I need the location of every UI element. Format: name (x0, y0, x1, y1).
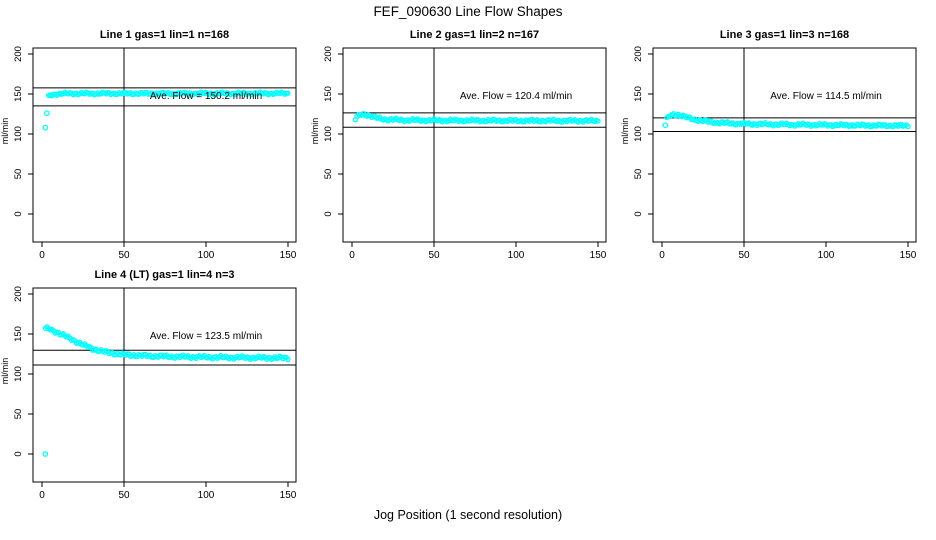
y-tick-label: 150 (13, 326, 24, 342)
subplot-title: Line 1 gas=1 lin=1 n=168 (100, 29, 229, 41)
y-tick-label: 50 (633, 169, 644, 180)
ave-flow-annotation: Ave. Flow = 150.2 ml/min (150, 91, 262, 102)
ave-flow-annotation: Ave. Flow = 120.4 ml/min (460, 91, 572, 102)
x-tick-label: 0 (659, 250, 665, 261)
y-tick-label: 200 (13, 46, 24, 62)
outlier-point (662, 122, 669, 129)
y-tick-label: 200 (13, 286, 24, 302)
plot-box (652, 47, 917, 243)
y-axis-title: ml/min (0, 118, 10, 145)
y-tick-label: 150 (13, 86, 24, 102)
subplot-title: Line 4 (LT) gas=1 lin=4 n=3 (94, 269, 234, 281)
y-tick-label: 200 (633, 46, 644, 62)
y-tick-label: 150 (633, 86, 644, 102)
y-tick-label: 0 (633, 211, 644, 216)
x-tick-label: 0 (349, 250, 355, 261)
data-points (662, 110, 911, 130)
data-points (42, 89, 291, 131)
subplot-line-2: Line 2 gas=1 lin=2 n=167 0 50 100 150 0 50 100 1… (310, 29, 607, 261)
subplot-title: Line 3 gas=1 lin=3 n=168 (720, 29, 849, 41)
subplot-title: Line 2 gas=1 lin=2 n=167 (410, 29, 539, 41)
subplot-line-3: Line 3 gas=1 lin=3 n=168 0 50 100 150 0 50 100 1… (620, 29, 917, 261)
x-tick-label: 150 (280, 250, 297, 261)
x-tick-label: 50 (428, 250, 440, 261)
plot-box (32, 287, 297, 483)
x-tick-label: 100 (508, 250, 525, 261)
x-tick-label: 50 (118, 490, 130, 501)
x-tick-label: 0 (39, 490, 45, 501)
subplot-line-4: Line 4 (LT) gas=1 lin=4 n=3 0 50 100 150 0 50 1… (0, 269, 297, 501)
y-tick-label: 150 (323, 86, 334, 102)
x-tick-label: 0 (39, 250, 45, 261)
y-axis-title: ml/min (310, 118, 320, 145)
chart-main-title: FEF_090630 Line Flow Shapes (373, 4, 563, 19)
x-axis-label: Jog Position (1 second resolution) (373, 508, 563, 522)
data-points (352, 110, 601, 125)
y-tick-label: 100 (13, 126, 24, 142)
x-tick-label: 100 (198, 250, 215, 261)
plot-box (32, 47, 297, 243)
y-tick-label: 50 (13, 409, 24, 420)
x-tick-label: 150 (900, 250, 917, 261)
x-tick-label: 150 (590, 250, 607, 261)
x-tick-label: 50 (118, 250, 130, 261)
y-axis-title: ml/min (0, 358, 10, 385)
plot-box (342, 47, 607, 243)
ave-flow-annotation: Ave. Flow = 114.5 ml/min (770, 91, 882, 102)
y-tick-label: 50 (13, 169, 24, 180)
y-tick-label: 0 (13, 451, 24, 456)
y-tick-label: 100 (13, 366, 24, 382)
x-tick-label: 50 (738, 250, 750, 261)
y-tick-label: 100 (323, 126, 334, 142)
ave-flow-annotation: Ave. Flow = 123.5 ml/min (150, 331, 262, 342)
y-axis-title: ml/min (620, 118, 630, 145)
y-tick-label: 200 (323, 46, 334, 62)
data-points (42, 324, 291, 457)
x-tick-label: 100 (198, 490, 215, 501)
y-tick-label: 0 (13, 211, 24, 216)
outlier-point (42, 124, 49, 131)
outlier-point (44, 110, 50, 117)
y-tick-label: 0 (323, 211, 334, 216)
subplot-line-1: Line 1 gas=1 lin=1 n=168 0 50 100 150 0 50 100 1… (0, 29, 297, 261)
x-tick-label: 150 (280, 490, 297, 501)
y-tick-label: 100 (633, 126, 644, 142)
x-tick-label: 100 (818, 250, 835, 261)
y-tick-label: 50 (323, 169, 334, 180)
outlier-point (42, 451, 49, 457)
